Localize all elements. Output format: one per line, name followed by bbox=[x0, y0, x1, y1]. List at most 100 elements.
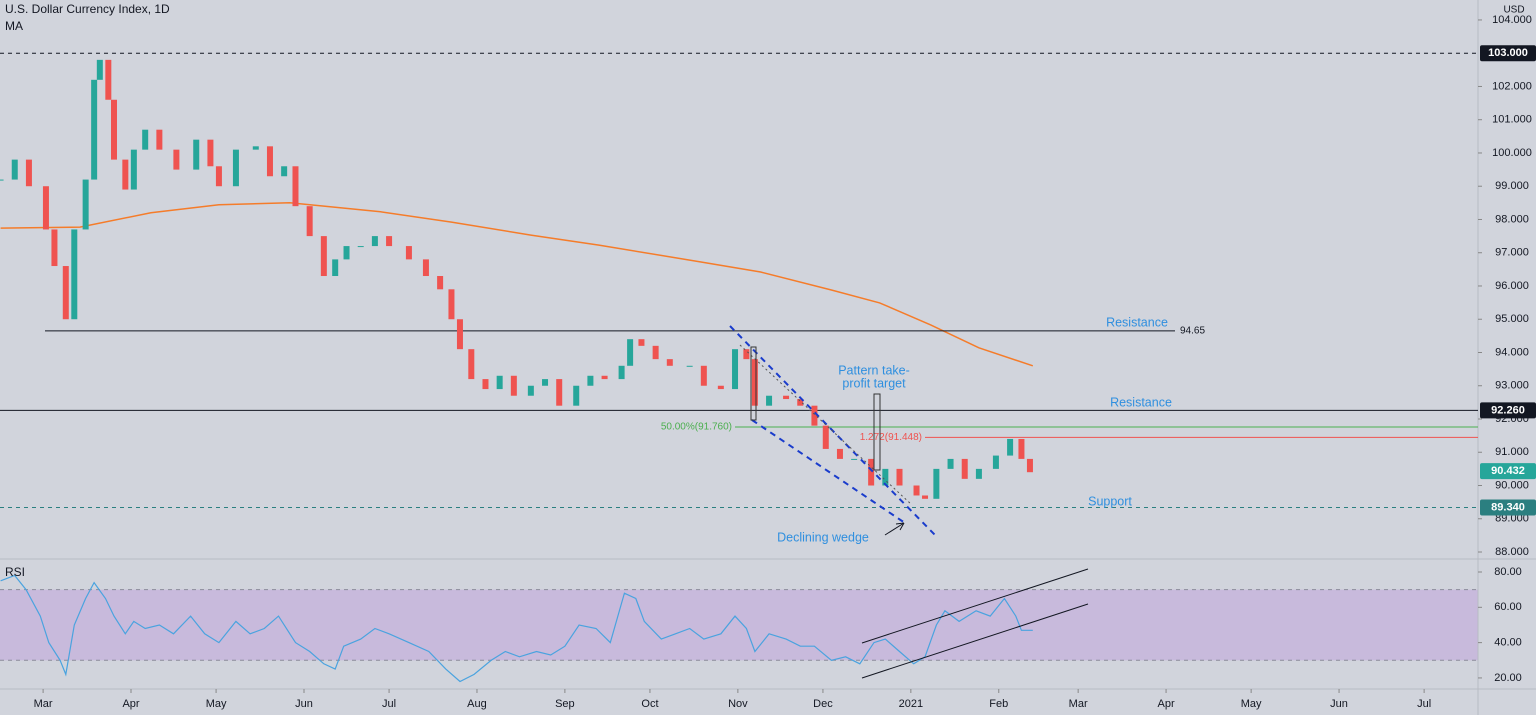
y-tick-label: 98.000 bbox=[1495, 213, 1529, 225]
x-tick-label: Sep bbox=[555, 698, 575, 710]
candle bbox=[405, 246, 412, 260]
candle bbox=[922, 495, 929, 499]
x-tick-label: Aug bbox=[467, 698, 487, 710]
candle bbox=[386, 236, 393, 247]
candle bbox=[468, 349, 475, 380]
x-tick-label: 2021 bbox=[899, 698, 923, 710]
candle bbox=[482, 379, 489, 390]
candle bbox=[961, 458, 968, 479]
annotation: Resistance bbox=[1106, 315, 1168, 329]
rsi-title: RSI bbox=[5, 565, 25, 579]
candle bbox=[913, 485, 920, 496]
candle bbox=[1018, 438, 1025, 459]
candle bbox=[666, 359, 673, 366]
rsi-channel bbox=[861, 568, 1089, 644]
x-tick-label: Oct bbox=[641, 698, 658, 710]
annotation: Declining wedge bbox=[777, 530, 869, 544]
candle bbox=[1007, 438, 1014, 456]
x-tick-label: Jun bbox=[1330, 698, 1348, 710]
y-tick-label: 20.00 bbox=[1494, 672, 1522, 684]
candle bbox=[42, 186, 49, 230]
annotation: Support bbox=[1088, 494, 1132, 508]
currency: USD bbox=[1503, 5, 1524, 16]
candle bbox=[252, 146, 259, 150]
price-label-box bbox=[1480, 499, 1536, 516]
price-label: 103.000 bbox=[1488, 47, 1528, 59]
candle bbox=[173, 149, 180, 170]
candle bbox=[91, 79, 98, 180]
y-tick-label: 60.00 bbox=[1494, 601, 1522, 613]
candle bbox=[751, 359, 758, 406]
x-tick-label: Jul bbox=[382, 698, 396, 710]
candle bbox=[437, 276, 444, 290]
candle bbox=[122, 159, 129, 190]
rsi-line bbox=[0, 574, 1033, 683]
x-tick-label: Jul bbox=[1417, 698, 1431, 710]
y-tick-label: 94.000 bbox=[1495, 346, 1529, 358]
y-tick-label: 97.000 bbox=[1495, 247, 1529, 259]
candle bbox=[448, 289, 455, 320]
candle bbox=[357, 246, 364, 248]
rsi-band bbox=[0, 589, 1478, 661]
candle bbox=[266, 146, 273, 177]
x-tick-label: May bbox=[206, 698, 227, 710]
moving-average bbox=[0, 202, 1034, 367]
arrow bbox=[884, 522, 905, 536]
x-tick-label: Feb bbox=[989, 698, 1008, 710]
y-tick-label: 40.00 bbox=[1494, 637, 1522, 649]
annotation: Resistance bbox=[1110, 395, 1172, 409]
y-tick-label: 89.000 bbox=[1495, 513, 1529, 525]
candle bbox=[822, 425, 829, 449]
candle bbox=[992, 455, 999, 469]
candle bbox=[652, 345, 659, 360]
candle bbox=[281, 166, 288, 177]
candle bbox=[110, 99, 117, 160]
candle bbox=[836, 448, 843, 459]
x-tick-label: Apr bbox=[122, 698, 139, 710]
candle bbox=[343, 246, 350, 260]
x-tick-label: Nov bbox=[728, 698, 748, 710]
candle bbox=[732, 349, 739, 390]
candle bbox=[456, 319, 463, 350]
candle bbox=[638, 339, 645, 346]
candle bbox=[371, 236, 378, 247]
candle bbox=[717, 385, 724, 390]
x-tick-label: Dec bbox=[813, 698, 833, 710]
candle bbox=[215, 166, 222, 187]
candle bbox=[510, 375, 517, 396]
candle bbox=[1026, 458, 1033, 473]
candle bbox=[975, 468, 982, 479]
candle bbox=[292, 166, 299, 207]
candle bbox=[306, 206, 313, 237]
x-tick-label: Jun bbox=[295, 698, 313, 710]
y-tick-label: 80.00 bbox=[1494, 566, 1522, 578]
price-label-box bbox=[1480, 45, 1536, 62]
annotation: Pattern take- bbox=[838, 363, 910, 377]
candle bbox=[62, 266, 69, 320]
candle bbox=[542, 379, 549, 386]
candle bbox=[947, 458, 954, 469]
candle bbox=[882, 468, 889, 486]
y-tick-label: 96.000 bbox=[1495, 280, 1529, 292]
candle bbox=[700, 365, 707, 386]
candle bbox=[496, 375, 503, 390]
rsi-channel bbox=[861, 603, 1089, 679]
rsi-band-layer bbox=[0, 589, 1478, 661]
candle bbox=[601, 375, 608, 380]
candle bbox=[193, 139, 200, 170]
candle bbox=[627, 339, 634, 366]
level-label: 50.00%(91.760) bbox=[661, 422, 732, 433]
y-tick-label: 104.000 bbox=[1492, 14, 1532, 26]
candle bbox=[933, 468, 940, 499]
candle bbox=[82, 179, 89, 230]
pattern-box bbox=[873, 393, 881, 471]
candle bbox=[320, 236, 327, 277]
y-tick-label: 100.000 bbox=[1492, 147, 1532, 159]
candle bbox=[587, 375, 594, 386]
candle bbox=[142, 129, 149, 150]
candle bbox=[422, 259, 429, 277]
plot: Mar Apr May Jun Jul Aug Sep Oct Nov Dec 2021 Feb Mar… bbox=[0, 14, 1536, 710]
candle bbox=[527, 385, 534, 396]
x-tick-label: May bbox=[1241, 698, 1262, 710]
